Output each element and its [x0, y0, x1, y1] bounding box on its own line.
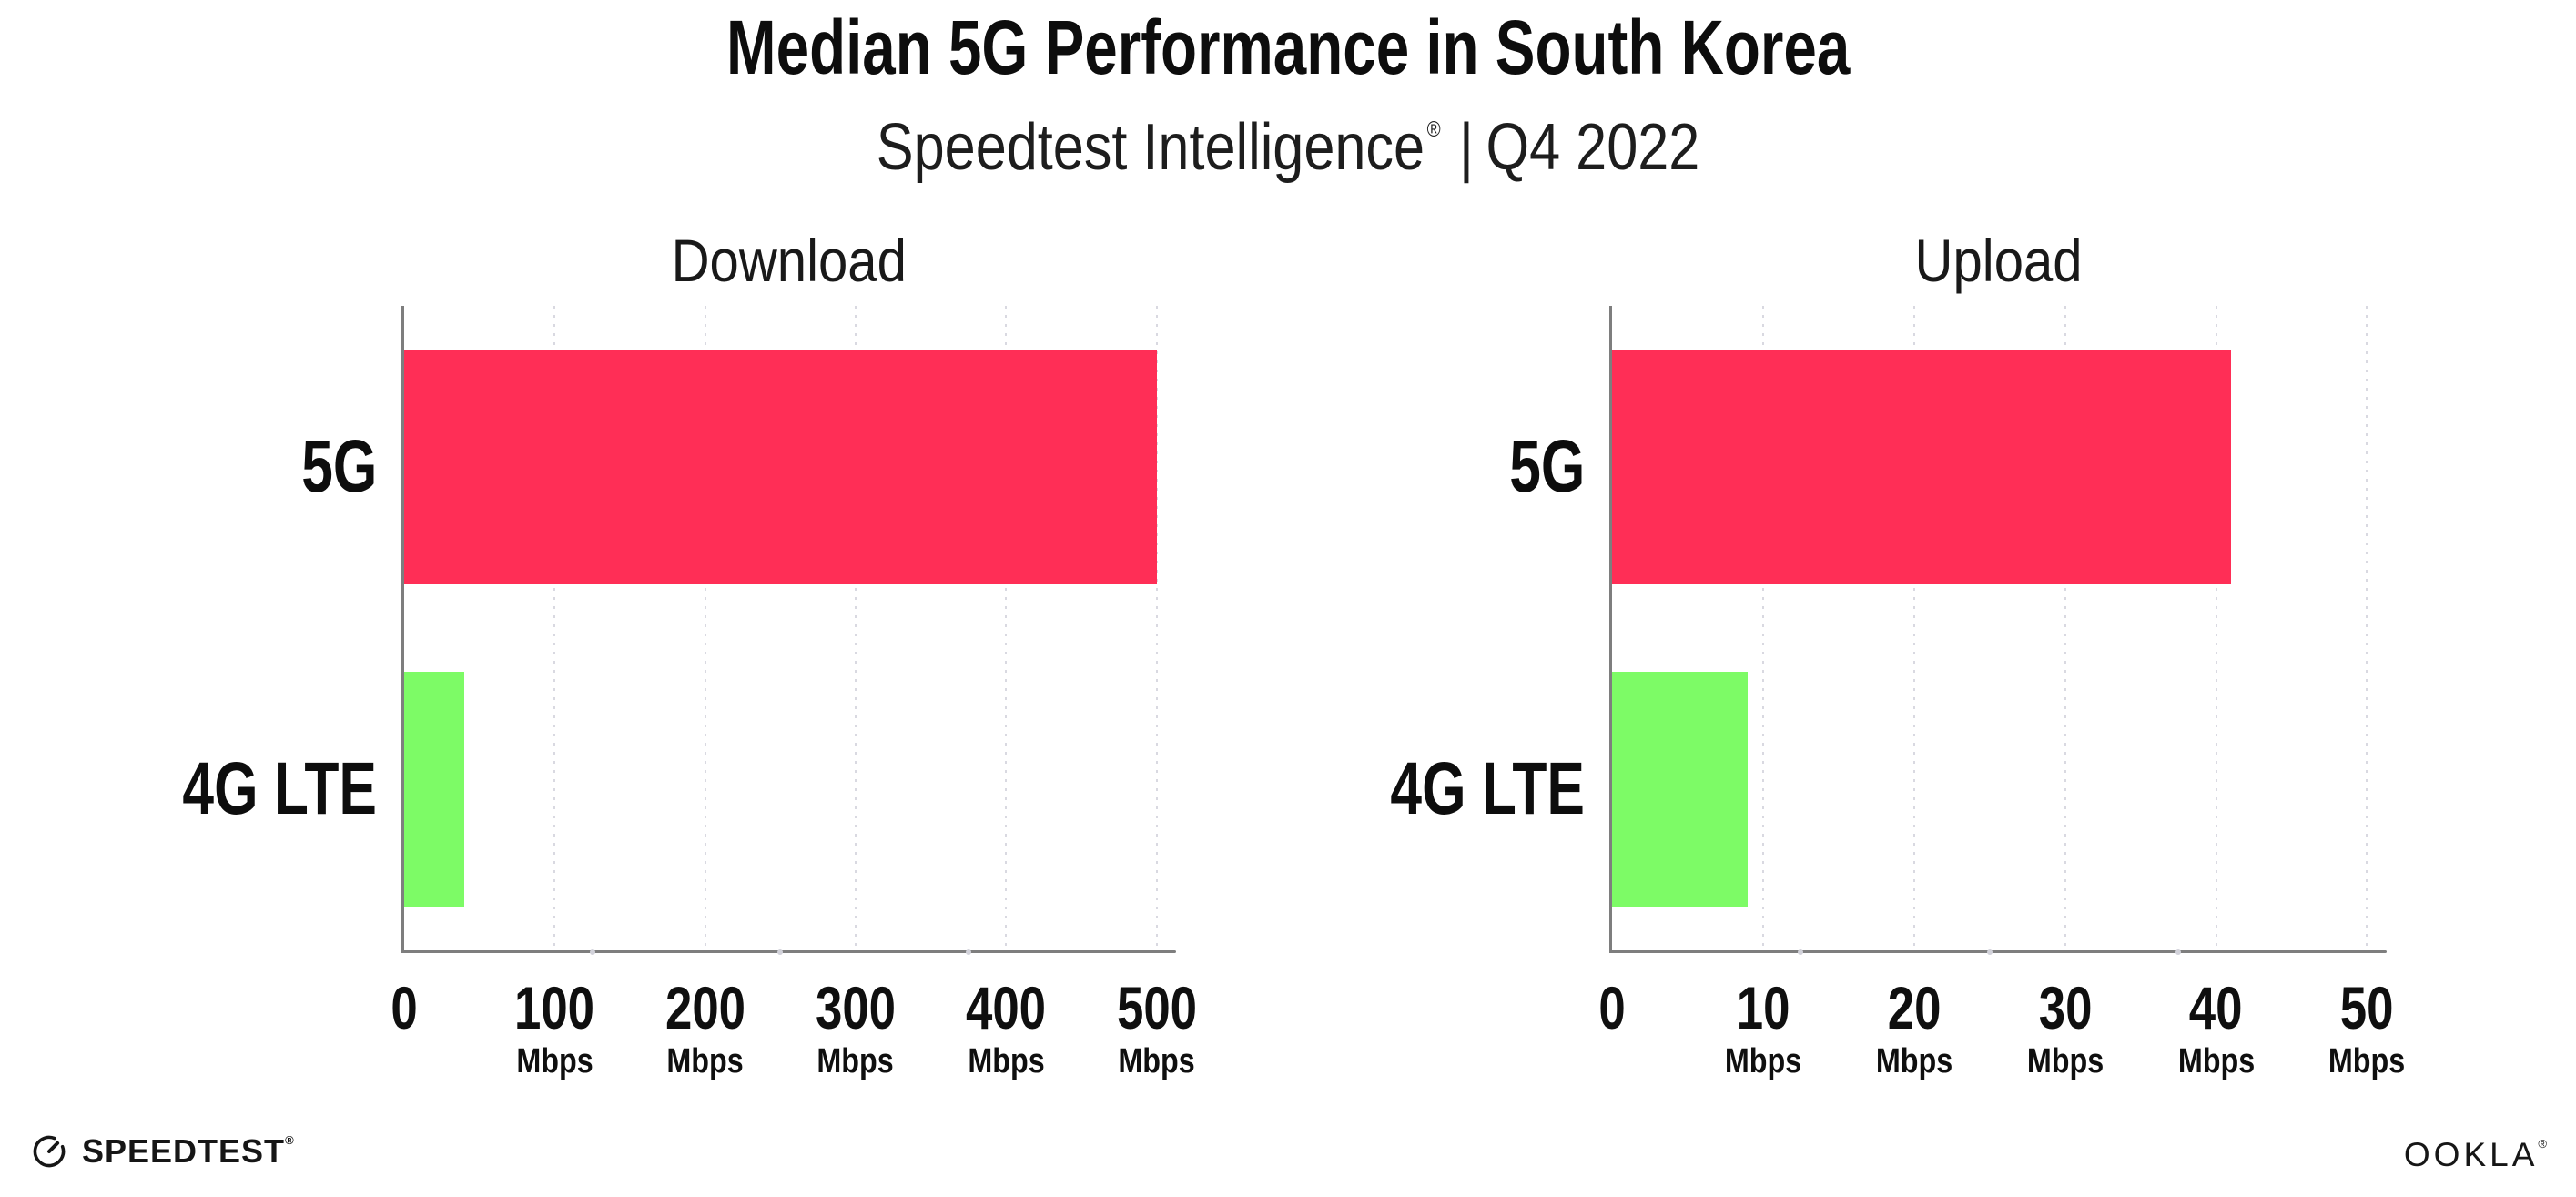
x-tick-unit: Mbps — [968, 1042, 1045, 1080]
gridline-10 — [1761, 306, 1764, 950]
bar-4g-lte — [404, 672, 465, 907]
ookla-logo: OOKLA® — [2404, 1136, 2547, 1174]
category-label-5g: 5G — [0, 425, 377, 509]
minor-tick-dot — [1986, 949, 1993, 955]
bar-5g — [1612, 350, 2232, 584]
x-tick-10: 10 Mbps — [1718, 974, 1808, 1080]
x-tick-value: 0 — [1598, 974, 1626, 1041]
gridline-20 — [1912, 306, 1915, 950]
page-title: Median 5G Performance in South Korea — [0, 2, 2576, 93]
x-tick-unit: Mbps — [1875, 1042, 1952, 1080]
ookla-registered-mark: ® — [2538, 1137, 2547, 1151]
minor-tick-dot — [965, 949, 971, 955]
bar-4g-lte — [1612, 672, 1749, 907]
registered-mark: ® — [1426, 117, 1441, 142]
x-tick-unit: Mbps — [1724, 1042, 1802, 1080]
x-tick-value: 300 — [815, 974, 896, 1041]
x-tick-40: 40 Mbps — [2171, 974, 2261, 1080]
download-chart: Download 5G 4G LTE 0 100 Mbps 200 Mbps 300 Mbps… — [182, 227, 1196, 1104]
gridline-50 — [2366, 306, 2368, 950]
x-tick-0: 0 — [1596, 974, 1629, 1041]
upload-x-axis: 0 10 Mbps 20 Mbps 30 Mbps 40 Mbps 50 Mbps — [1598, 974, 2405, 1104]
x-tick-100: 100 Mbps — [504, 974, 604, 1080]
gridline-100 — [553, 306, 556, 950]
download-plot-area: 5G 4G LTE — [182, 306, 1176, 955]
x-tick-value: 50 — [2340, 974, 2394, 1041]
minor-tick-dot — [589, 949, 595, 955]
page-title-text: Median 5G Performance in South Korea — [725, 5, 1851, 90]
x-tick-0: 0 — [388, 974, 421, 1041]
x-axis-line — [1609, 950, 2387, 953]
x-tick-value: 0 — [390, 974, 418, 1041]
x-tick-400: 400 Mbps — [956, 974, 1056, 1080]
bar-5g — [404, 350, 1157, 584]
category-label-text: 5G — [300, 425, 377, 508]
category-label-5g: 5G — [1166, 425, 1585, 509]
x-tick-unit: Mbps — [2328, 1042, 2406, 1080]
speedtest-gauge-icon — [33, 1135, 66, 1168]
category-label-4g-lte: 4G LTE — [1166, 747, 1585, 831]
gridline-500 — [1155, 306, 1158, 950]
x-tick-20: 20 Mbps — [1869, 974, 1959, 1080]
x-tick-unit: Mbps — [2026, 1042, 2104, 1080]
y-axis-line — [1609, 306, 1612, 953]
x-tick-30: 30 Mbps — [2020, 974, 2110, 1080]
x-tick-300: 300 Mbps — [806, 974, 906, 1080]
speedtest-wordmark: SPEEDTEST® — [82, 1132, 294, 1170]
speedtest-registered-mark: ® — [285, 1133, 294, 1147]
category-label-text: 4G LTE — [1390, 747, 1585, 830]
x-tick-unit: Mbps — [516, 1042, 593, 1080]
x-tick-value: 30 — [2038, 974, 2093, 1041]
x-tick-200: 200 Mbps — [655, 974, 756, 1080]
gridline-300 — [854, 306, 857, 950]
download-chart-title: Download — [671, 227, 908, 294]
speedtest-logo: SPEEDTEST® — [31, 1132, 294, 1171]
gridline-400 — [1005, 306, 1008, 950]
x-tick-value: 500 — [1116, 974, 1197, 1041]
minor-tick-dot — [777, 949, 784, 955]
x-tick-value: 100 — [514, 974, 595, 1041]
gridline-40 — [2215, 306, 2217, 950]
x-tick-unit: Mbps — [1118, 1042, 1195, 1080]
x-tick-unit: Mbps — [2177, 1042, 2255, 1080]
category-label-text: 4G LTE — [182, 747, 377, 830]
category-label-4g-lte: 4G LTE — [0, 747, 377, 831]
x-tick-value: 40 — [2189, 974, 2243, 1041]
x-tick-500: 500 Mbps — [1106, 974, 1206, 1080]
x-tick-value: 10 — [1736, 974, 1790, 1041]
ookla-wordmark: OOKLA — [2403, 1136, 2539, 1173]
upload-chart-title: Upload — [1914, 227, 2083, 294]
x-tick-value: 400 — [966, 974, 1047, 1041]
x-tick-50: 50 Mbps — [2322, 974, 2412, 1080]
minor-tick-dot — [1798, 949, 1804, 955]
page-subtitle-text: Speedtest Intelligence ® | Q4 2022 — [877, 91, 1700, 187]
gridline-30 — [2064, 306, 2066, 950]
subtitle-brand: Speedtest Intelligence — [876, 111, 1425, 184]
download-x-axis: 0 100 Mbps 200 Mbps 300 Mbps 400 Mbps 500 Mbps — [390, 974, 1196, 1104]
subtitle-period: Q4 2022 — [1486, 111, 1700, 184]
y-axis-line — [401, 306, 404, 953]
page-subtitle: Speedtest Intelligence ® | Q4 2022 — [0, 91, 2576, 187]
gridline-200 — [704, 306, 706, 950]
x-axis-line — [401, 950, 1176, 953]
x-tick-unit: Mbps — [816, 1042, 895, 1080]
x-tick-unit: Mbps — [666, 1042, 744, 1080]
minor-tick-dot — [2175, 949, 2182, 955]
category-label-text: 5G — [1508, 425, 1585, 508]
upload-plot-area: 5G 4G LTE — [1390, 306, 2387, 955]
subtitle-divider: | — [1458, 111, 1474, 184]
x-tick-value: 20 — [1887, 974, 1942, 1041]
upload-chart: Upload 5G 4G LTE 0 10 Mbps 20 Mbps 30 Mbps 40 Mbp… — [1390, 227, 2405, 1104]
x-tick-value: 200 — [664, 974, 745, 1041]
